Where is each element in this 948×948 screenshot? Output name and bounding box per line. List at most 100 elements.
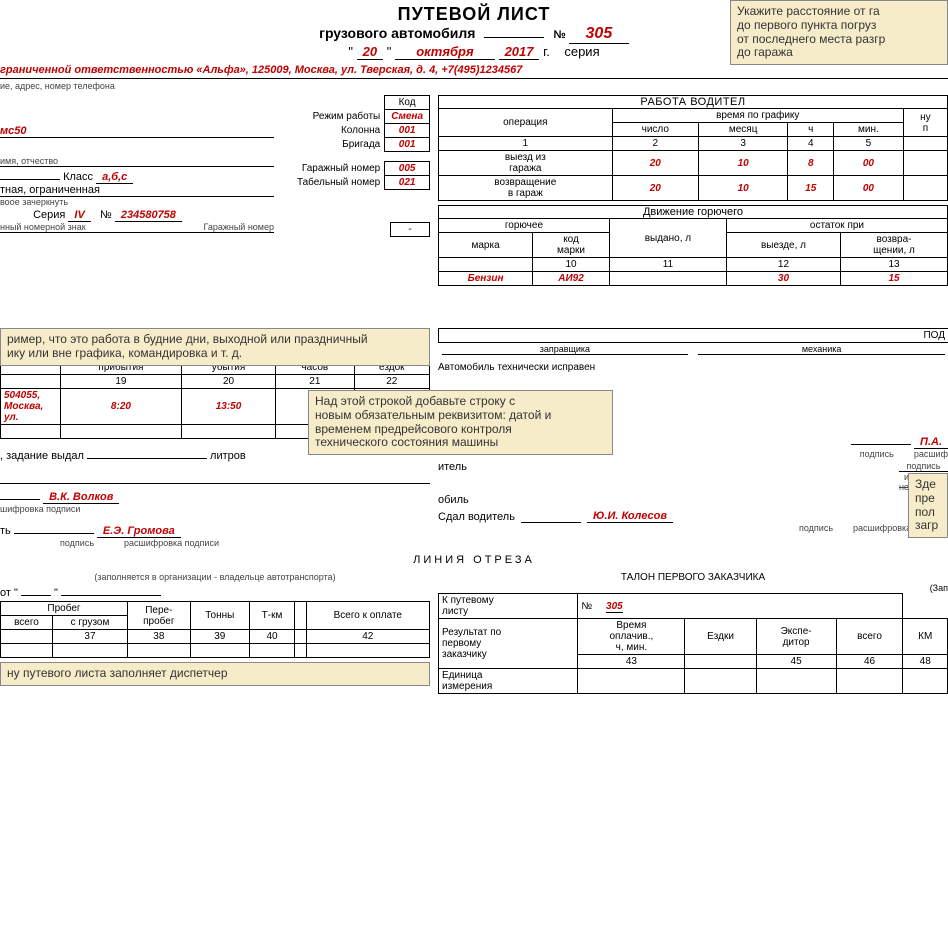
r1-chislo: 20 — [612, 151, 698, 176]
carcode: мс50 — [0, 125, 274, 138]
talon-no-val: 305 — [606, 601, 623, 613]
tc4: всего — [836, 619, 903, 655]
fuel-h3: остаток при — [726, 219, 947, 233]
garazh-label: Гаражный номер — [280, 162, 385, 176]
rs-pod3: подпись — [799, 523, 833, 533]
probeg-hdr: Пробег — [1, 602, 128, 616]
hn4: 4 — [788, 137, 834, 151]
tn4: 22 — [354, 375, 429, 389]
bn4: 40 — [249, 630, 294, 644]
driver-work-table: операция время по графику ну п число мес… — [438, 108, 948, 201]
tn1: 19 — [61, 375, 182, 389]
tln4: 48 — [903, 655, 948, 669]
no-val: 234580758 — [115, 209, 182, 222]
year-suffix: г. — [543, 44, 550, 59]
fuel-issued — [609, 272, 726, 286]
r1-op: выезд из гаража — [439, 151, 613, 176]
rs-pod2: подпись — [899, 461, 948, 472]
rs-pod1: подпись — [860, 449, 894, 459]
sign1-cap: шифровка подписи — [0, 504, 430, 514]
fuel-title: Движение горючего — [438, 205, 948, 218]
sign1: В.К. Волков — [43, 491, 119, 504]
rs-name1: П.А. — [914, 436, 948, 449]
sdal: Сдал водитель — [438, 511, 515, 523]
tabel-val: 021 — [385, 176, 430, 190]
tc5: КМ — [903, 619, 948, 655]
seriya-val: IV — [68, 209, 90, 222]
ty: ть — [0, 525, 11, 537]
bn5: 42 — [306, 630, 429, 644]
rs-name2: Ю.И. Колесов — [587, 510, 673, 523]
podpis1: подпись — [60, 538, 94, 548]
reg-label: нный номерной знак — [0, 222, 86, 232]
r2-op: возвращение в гараж — [439, 176, 613, 201]
col-min: мин. — [834, 123, 904, 137]
tc1: Время оплачив., ч, мин. — [578, 619, 685, 655]
r2-min: 00 — [834, 176, 904, 201]
hint-right-small: Зде пре пол загр — [908, 473, 948, 538]
waybill-number: 305 — [569, 25, 629, 44]
bottom-note: ну путевого листа заполняет диспетчер — [0, 662, 430, 686]
kolonna-val: 001 — [385, 124, 430, 138]
r2-mes: 10 — [698, 176, 788, 201]
series-label: серия — [564, 44, 599, 59]
driver-work-title: РАБОТА ВОДИТЕЛ — [438, 95, 948, 108]
fuel-s3: выезде, л — [726, 233, 840, 258]
hn2: 2 — [612, 137, 698, 151]
bc2: с грузом — [52, 616, 127, 630]
brigada-val: 001 — [385, 138, 430, 152]
hn5: 5 — [834, 137, 904, 151]
bottom-caption: (заполняется в организации - владельце а… — [0, 572, 430, 582]
bc4: Тонны — [190, 602, 249, 630]
task-tdep: 13:50 — [181, 389, 275, 425]
fuel-h1: горючее — [439, 219, 610, 233]
gar2-label: Гаражный номер — [203, 222, 274, 232]
r1-mes: 10 — [698, 151, 788, 176]
tn2: 20 — [181, 375, 275, 389]
bc1: всего — [1, 616, 53, 630]
hint-mid-text: ример, что это работа в будние дни, выхо… — [7, 332, 368, 360]
col-h: ч — [788, 123, 834, 137]
obil: обиль — [438, 494, 469, 506]
talon-zp: (Зап — [438, 583, 948, 593]
cut-line: ЛИНИЯ ОТРЕЗА — [0, 554, 948, 566]
fn1: 10 — [533, 258, 610, 272]
organization: граниченной ответственностью «Альфа», 12… — [0, 64, 948, 79]
hn1: 1 — [439, 137, 613, 151]
fuel-s1: марка — [439, 233, 533, 258]
fuel-kod: АИ92 — [533, 272, 610, 286]
fuel-marka: Бензин — [439, 272, 533, 286]
bn1: 37 — [52, 630, 127, 644]
col-op: операция — [439, 109, 613, 137]
r1-h: 8 — [788, 151, 834, 176]
itel: итель — [438, 461, 467, 492]
mech: механика — [698, 344, 945, 355]
talon-rez: Результат по первому заказчику — [439, 619, 578, 669]
rezhim-val: Смена — [385, 110, 430, 124]
col-time: время по графику — [612, 109, 903, 123]
col-nu: ну п — [903, 109, 947, 137]
hint-center-text: Над этой строкой добавьте строку с новым… — [315, 394, 551, 449]
col-chislo: число — [612, 123, 698, 137]
fio-caption: имя, отчество — [0, 156, 274, 167]
strike-note: воое зачеркнуть — [0, 197, 274, 207]
talon-title: ТАЛОН ПЕРВОГО ЗАКАЗЧИКА — [438, 572, 948, 583]
fuel-table: горючее выдано, л остаток при марка код … — [438, 218, 948, 286]
bc6: Всего к оплате — [306, 602, 429, 630]
sign2: Е.Э. Громова — [97, 525, 181, 538]
zapr: заправщика — [442, 344, 689, 355]
extra-code: - — [390, 222, 430, 237]
fuel-ret: 15 — [841, 272, 948, 286]
crew-codes-table: Код Режим работыСмена Колонна001 Бригада… — [280, 95, 430, 190]
klass-val: а,б,с — [96, 171, 133, 184]
task-addr: 504055, Москва, ул. — [1, 389, 61, 425]
garazh-val: 005 — [385, 162, 430, 176]
brigada-label: Бригада — [280, 138, 385, 152]
org-caption: ие, адрес, номер телефона — [0, 81, 948, 91]
col-mes: месяц — [698, 123, 788, 137]
tln3: 46 — [836, 655, 903, 669]
fuel-h2: выдано, л — [609, 219, 726, 258]
tech-ok: Автомобиль технически исправен — [438, 362, 948, 373]
bc3: Пере- пробег — [127, 602, 190, 630]
r2-chislo: 20 — [612, 176, 698, 201]
